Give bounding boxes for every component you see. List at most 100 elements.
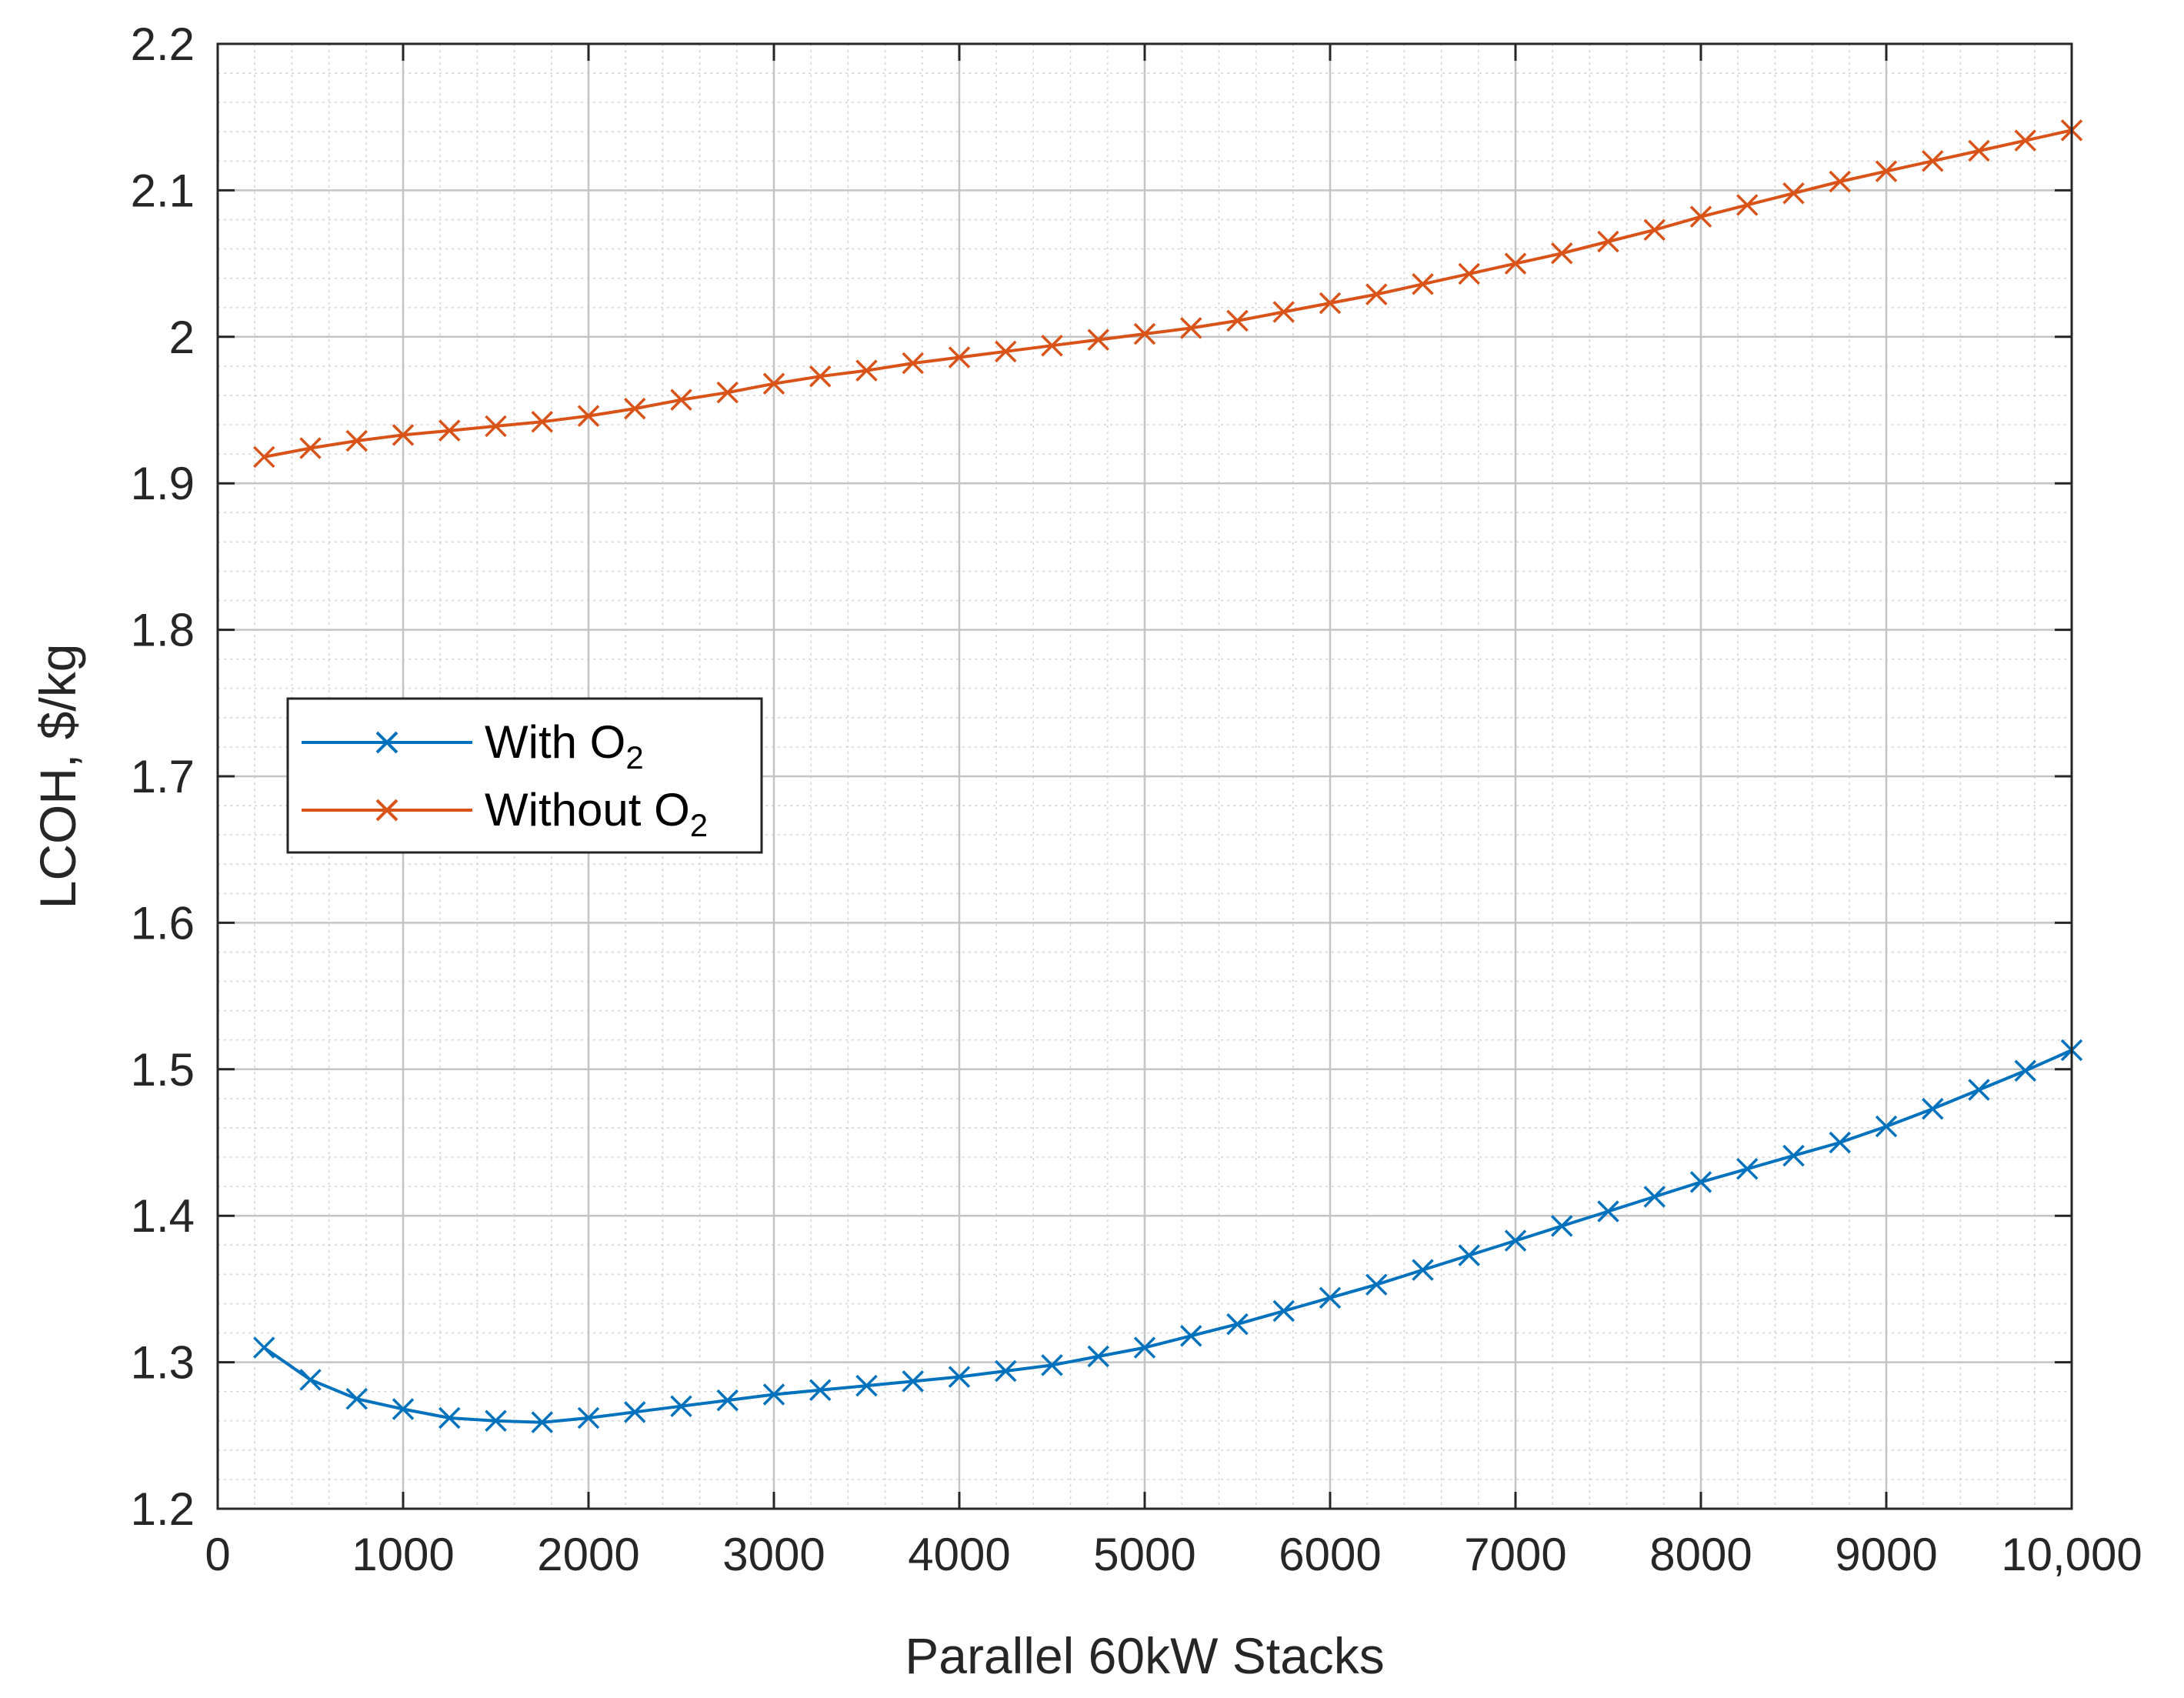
data-point-without-o2 xyxy=(762,372,785,395)
legend-marker-with-o2 xyxy=(375,731,398,754)
data-point-with-o2 xyxy=(1087,1345,1109,1368)
data-point-with-o2 xyxy=(1643,1186,1666,1208)
data-point-without-o2 xyxy=(995,340,1017,363)
data-point-without-o2 xyxy=(1968,139,1990,162)
x-tick-label: 7000 xyxy=(1464,1529,1566,1580)
y-tick-label: 1.5 xyxy=(131,1044,195,1096)
data-point-without-o2 xyxy=(948,346,971,369)
y-axis-title: LCOH, $/kg xyxy=(29,644,86,909)
y-tick-label: 2.1 xyxy=(131,165,195,216)
data-point-without-o2 xyxy=(670,389,692,411)
data-point-without-o2 xyxy=(1133,322,1156,345)
data-point-without-o2 xyxy=(1180,317,1202,339)
data-point-without-o2 xyxy=(1782,182,1805,205)
legend-label-with-o2-subscript: 2 xyxy=(625,739,643,776)
y-tick-label: 2 xyxy=(169,312,195,363)
data-point-with-o2 xyxy=(485,1409,507,1432)
legend-label-without-o2-main: Without O xyxy=(485,784,690,836)
x-axis-title: Parallel 60kW Stacks xyxy=(905,1627,1385,1684)
x-tick-label: 0 xyxy=(205,1529,230,1580)
data-point-with-o2 xyxy=(1504,1229,1527,1252)
data-point-with-o2 xyxy=(855,1374,878,1397)
y-tick-label: 1.9 xyxy=(131,458,195,509)
data-point-without-o2 xyxy=(1689,205,1712,228)
data-point-without-o2 xyxy=(1551,242,1573,265)
data-point-without-o2 xyxy=(1504,252,1527,275)
y-tick-label: 1.4 xyxy=(131,1190,195,1242)
data-point-without-o2 xyxy=(1087,329,1109,351)
series-without-o2 xyxy=(253,119,2083,469)
data-point-without-o2 xyxy=(253,445,275,469)
data-point-with-o2 xyxy=(1133,1336,1156,1359)
series-line-with-o2 xyxy=(263,1049,2072,1424)
data-point-with-o2 xyxy=(762,1383,785,1406)
data-point-without-o2 xyxy=(809,365,832,388)
legend-label-without-o2-subscript: 2 xyxy=(690,807,708,843)
legend-label-without-o2: Without O2 xyxy=(485,784,708,843)
data-point-without-o2 xyxy=(624,397,646,420)
data-point-with-o2 xyxy=(1365,1273,1388,1296)
data-point-with-o2 xyxy=(624,1401,646,1423)
data-point-with-o2 xyxy=(1458,1244,1480,1266)
data-point-with-o2 xyxy=(1180,1325,1202,1347)
data-point-without-o2 xyxy=(531,410,553,433)
legend-label-with-o2-main: With O xyxy=(485,716,625,768)
data-point-with-o2 xyxy=(1551,1215,1573,1237)
data-point-with-o2 xyxy=(902,1370,924,1393)
data-point-without-o2 xyxy=(1829,170,1851,193)
data-point-without-o2 xyxy=(1412,273,1434,295)
data-point-with-o2 xyxy=(1041,1354,1063,1376)
x-tick-label: 4000 xyxy=(908,1529,1010,1580)
x-tick-label: 3000 xyxy=(722,1529,825,1580)
data-point-without-o2 xyxy=(299,437,322,459)
data-point-with-o2 xyxy=(670,1395,692,1417)
x-tick-label: 9000 xyxy=(1835,1529,1937,1580)
data-point-with-o2 xyxy=(1319,1286,1342,1309)
data-point-with-o2 xyxy=(1412,1259,1434,1281)
legend: With O2 Without O2 xyxy=(286,697,763,854)
data-point-with-o2 xyxy=(1736,1158,1759,1180)
data-point-with-o2 xyxy=(299,1369,322,1391)
data-point-without-o2 xyxy=(1736,194,1759,216)
legend-entry-with-o2: With O2 xyxy=(302,716,644,776)
y-tick-label: 2.2 xyxy=(131,18,195,70)
y-tick-labels: 1.2 1.3 1.4 1.5 1.6 1.7 1.8 1.9 2 2.1 2.2 xyxy=(131,18,195,1535)
x-tick-label: 10,000 xyxy=(2001,1529,2142,1580)
y-tick-label: 1.8 xyxy=(131,605,195,656)
y-tick-label: 1.6 xyxy=(131,897,195,949)
data-point-with-o2 xyxy=(1689,1171,1712,1193)
y-tick-label: 1.3 xyxy=(131,1337,195,1389)
data-point-with-o2 xyxy=(345,1387,368,1410)
legend-entry-without-o2: Without O2 xyxy=(302,784,708,843)
data-point-with-o2 xyxy=(1226,1313,1249,1336)
data-point-with-o2 xyxy=(809,1379,832,1402)
data-point-without-o2 xyxy=(1458,262,1480,285)
x-tick-label: 8000 xyxy=(1649,1529,1752,1580)
series-layer xyxy=(253,119,2083,1433)
data-point-with-o2 xyxy=(995,1359,1017,1383)
data-point-without-o2 xyxy=(392,424,415,446)
ticks-layer xyxy=(216,42,2073,1510)
data-point-with-o2 xyxy=(1922,1097,1944,1120)
data-point-with-o2 xyxy=(438,1406,461,1429)
data-point-without-o2 xyxy=(1041,334,1063,357)
data-point-without-o2 xyxy=(1365,283,1388,305)
data-point-with-o2 xyxy=(1829,1131,1851,1154)
x-tick-label: 2000 xyxy=(537,1529,639,1580)
data-point-without-o2 xyxy=(577,405,600,427)
data-point-without-o2 xyxy=(1226,309,1249,332)
data-point-without-o2 xyxy=(345,429,368,452)
data-point-without-o2 xyxy=(716,381,739,404)
data-point-with-o2 xyxy=(2014,1059,2036,1082)
x-tick-labels: 0 1000 2000 3000 4000 5000 6000 7000 8000 9000 10,… xyxy=(205,1529,2142,1580)
data-point-without-o2 xyxy=(1875,160,1898,182)
data-point-without-o2 xyxy=(902,352,924,375)
y-tick-label: 1.7 xyxy=(131,751,195,802)
data-point-without-o2 xyxy=(855,359,878,382)
data-point-with-o2 xyxy=(948,1366,971,1388)
data-point-with-o2 xyxy=(253,1336,275,1359)
data-point-with-o2 xyxy=(1597,1200,1619,1223)
data-point-without-o2 xyxy=(1922,150,1944,172)
data-point-with-o2 xyxy=(1968,1079,1990,1101)
